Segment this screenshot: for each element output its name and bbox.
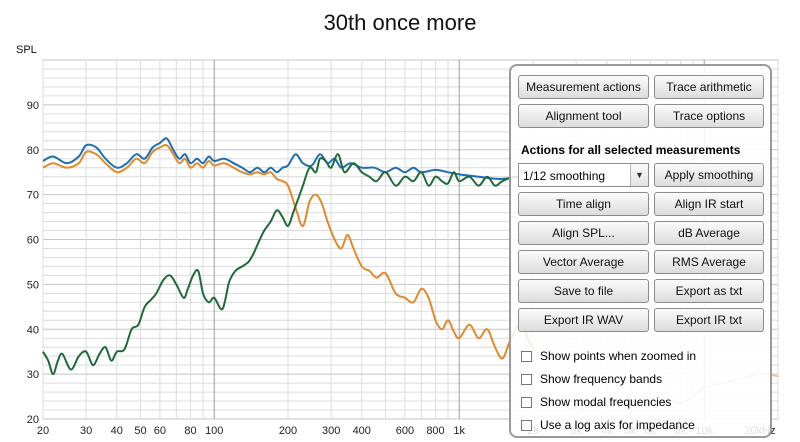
log-impedance-label: Use a log axis for impedance	[540, 418, 695, 432]
export-ir-txt-button[interactable]: Export IR txt	[654, 308, 764, 332]
y-tick-label: 60	[27, 235, 39, 247]
x-tick-label: 60	[154, 425, 166, 437]
x-tick-label: 200	[279, 425, 297, 437]
alignment-tool-button[interactable]: Alignment tool	[518, 104, 649, 128]
log-impedance-option[interactable]: Use a log axis for impedance	[521, 417, 695, 433]
series-line-2	[42, 143, 534, 360]
x-tick-label: 30	[80, 425, 92, 437]
trace-options-button[interactable]: Trace options	[654, 104, 764, 128]
series-line-3	[42, 153, 534, 376]
x-tick-label: 600	[396, 425, 414, 437]
x-tick-label: 20	[37, 425, 49, 437]
x-tick-label: 40	[111, 425, 123, 437]
chevron-down-icon[interactable]: ▼	[630, 164, 648, 186]
smoothing-select-value: 1/12 smoothing	[523, 169, 606, 183]
show-modal-checkbox[interactable]	[521, 396, 532, 408]
measurement-actions-panel: Measurement actions Trace arithmetic Ali…	[509, 64, 772, 438]
show-points-checkbox[interactable]	[521, 350, 532, 362]
x-tick-label: 400	[353, 425, 371, 437]
vector-average-button[interactable]: Vector Average	[518, 250, 649, 274]
y-tick-label: 50	[27, 279, 39, 291]
rms-average-button[interactable]: RMS Average	[654, 250, 764, 274]
y-tick-label: 80	[27, 145, 39, 157]
trace-arithmetic-button[interactable]: Trace arithmetic	[654, 75, 764, 99]
x-tick-label: 100	[205, 425, 223, 437]
show-modal-label: Show modal frequencies	[540, 395, 672, 409]
show-bands-option[interactable]: Show frequency bands	[521, 371, 662, 387]
y-tick-labels: 20 30 40 50 60 70 80 90	[27, 100, 39, 426]
y-tick-label: 90	[27, 100, 39, 112]
y-tick-label: 20	[27, 414, 39, 426]
selected-actions-heading: Actions for all selected measurements	[521, 143, 741, 157]
time-align-button[interactable]: Time align	[518, 192, 649, 216]
x-tick-label: 80	[184, 425, 196, 437]
y-tick-label: 40	[27, 324, 39, 336]
align-spl-button[interactable]: Align SPL...	[518, 221, 649, 245]
x-tick-label: 1k	[453, 425, 465, 437]
align-ir-start-button[interactable]: Align IR start	[654, 192, 764, 216]
chart-title: 30th once more	[324, 10, 477, 35]
y-tick-label: 30	[27, 369, 39, 381]
show-bands-checkbox[interactable]	[521, 373, 532, 385]
export-as-txt-button[interactable]: Export as txt	[654, 279, 764, 303]
x-tick-label: 800	[426, 425, 444, 437]
show-bands-label: Show frequency bands	[540, 372, 663, 386]
show-points-label: Show points when zoomed in	[540, 349, 697, 363]
y-tick-label: 70	[27, 190, 39, 202]
measurement-actions-button[interactable]: Measurement actions	[518, 75, 649, 99]
save-to-file-button[interactable]: Save to file	[518, 279, 649, 303]
y-axis-label: SPL	[16, 44, 37, 56]
apply-smoothing-button[interactable]: Apply smoothing	[654, 163, 764, 187]
x-tick-label: 300	[322, 425, 340, 437]
smoothing-select[interactable]: 1/12 smoothing ▼	[518, 163, 649, 187]
series-line-1	[42, 137, 534, 180]
log-impedance-checkbox[interactable]	[521, 419, 532, 431]
export-ir-wav-button[interactable]: Export IR WAV	[518, 308, 649, 332]
x-tick-label: 50	[134, 425, 146, 437]
db-average-button[interactable]: dB Average	[654, 221, 764, 245]
show-modal-option[interactable]: Show modal frequencies	[521, 394, 671, 410]
show-points-option[interactable]: Show points when zoomed in	[521, 348, 696, 364]
